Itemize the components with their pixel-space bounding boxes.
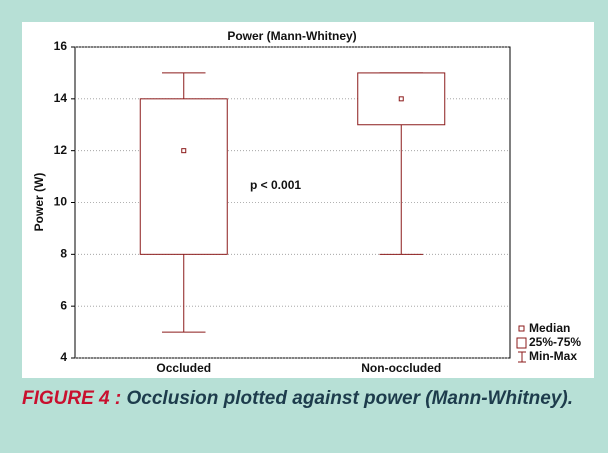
legend-icon bbox=[516, 337, 527, 349]
y-tick-label: 12 bbox=[54, 143, 68, 157]
y-tick-label: 10 bbox=[54, 195, 68, 209]
legend-icon bbox=[518, 351, 526, 363]
median-marker bbox=[181, 148, 187, 154]
y-tick-label: 8 bbox=[60, 247, 67, 261]
box bbox=[139, 98, 228, 255]
x-tick-label: Occluded bbox=[156, 361, 211, 375]
y-axis-label: Power (W) bbox=[32, 173, 46, 232]
chart-background bbox=[22, 22, 594, 378]
annotation: p < 0.001 bbox=[250, 178, 301, 192]
legend-label: Min-Max bbox=[529, 349, 577, 363]
y-tick-label: 14 bbox=[54, 91, 68, 105]
median-marker bbox=[398, 96, 404, 102]
chart: Power (Mann-Whitney) Power (W) p < 0.001… bbox=[22, 22, 594, 378]
caption: FIGURE 4 : Occlusion plotted against pow… bbox=[22, 386, 592, 412]
caption-label: FIGURE 4 : bbox=[22, 388, 122, 409]
y-tick-label: 6 bbox=[60, 298, 67, 312]
legend-icon bbox=[518, 325, 525, 332]
caption-text: Occlusion plotted against power (Mann-Wh… bbox=[126, 388, 574, 409]
y-tick-label: 16 bbox=[54, 39, 68, 53]
legend-label: 25%-75% bbox=[529, 335, 581, 349]
x-tick-label: Non-occluded bbox=[361, 361, 441, 375]
chart-title: Power (Mann-Whitney) bbox=[227, 29, 356, 43]
legend-label: Median bbox=[529, 321, 570, 335]
y-tick-label: 4 bbox=[60, 350, 67, 364]
